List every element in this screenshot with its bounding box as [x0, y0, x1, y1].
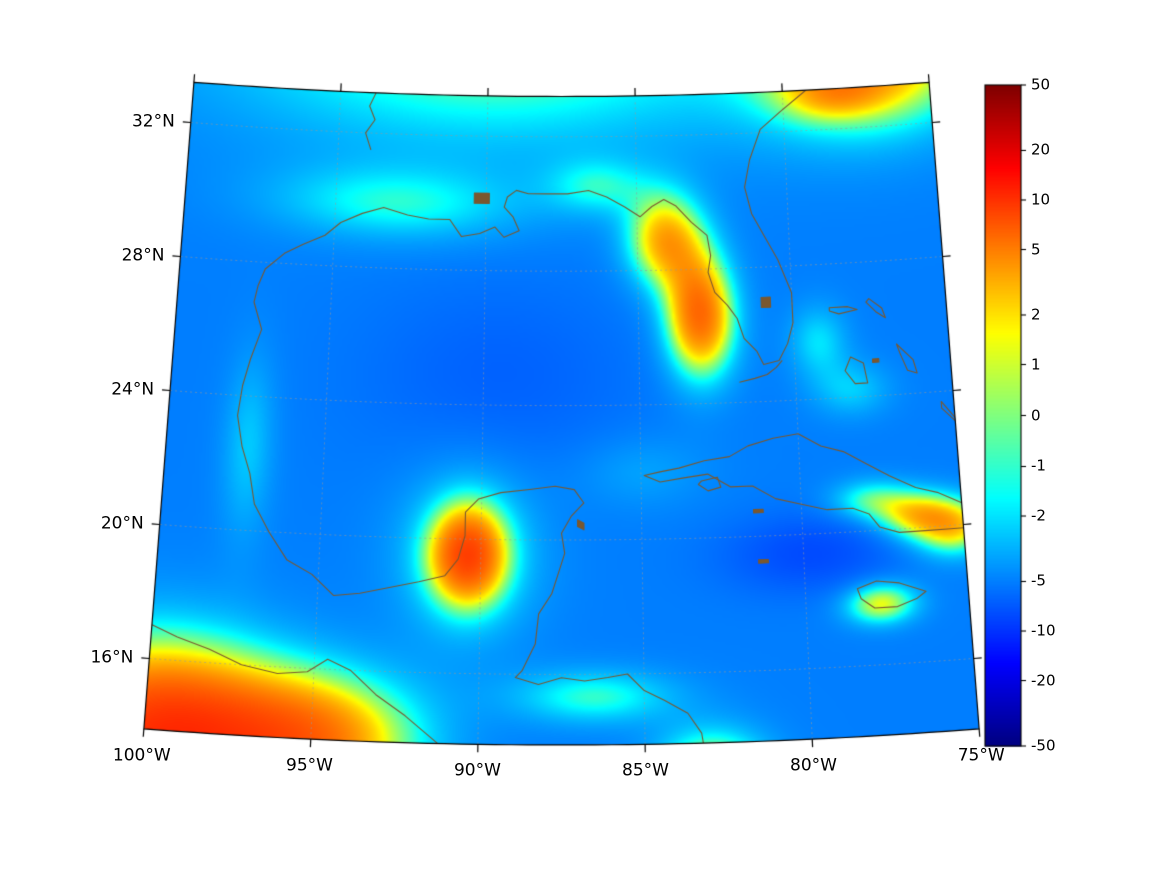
- map-figure: 100°W 95°W 90°W 85°W 80°W 75°W 32°N 28°N 24°N 20°…: [0, 0, 1167, 875]
- map-plot-canvas: [0, 0, 1167, 875]
